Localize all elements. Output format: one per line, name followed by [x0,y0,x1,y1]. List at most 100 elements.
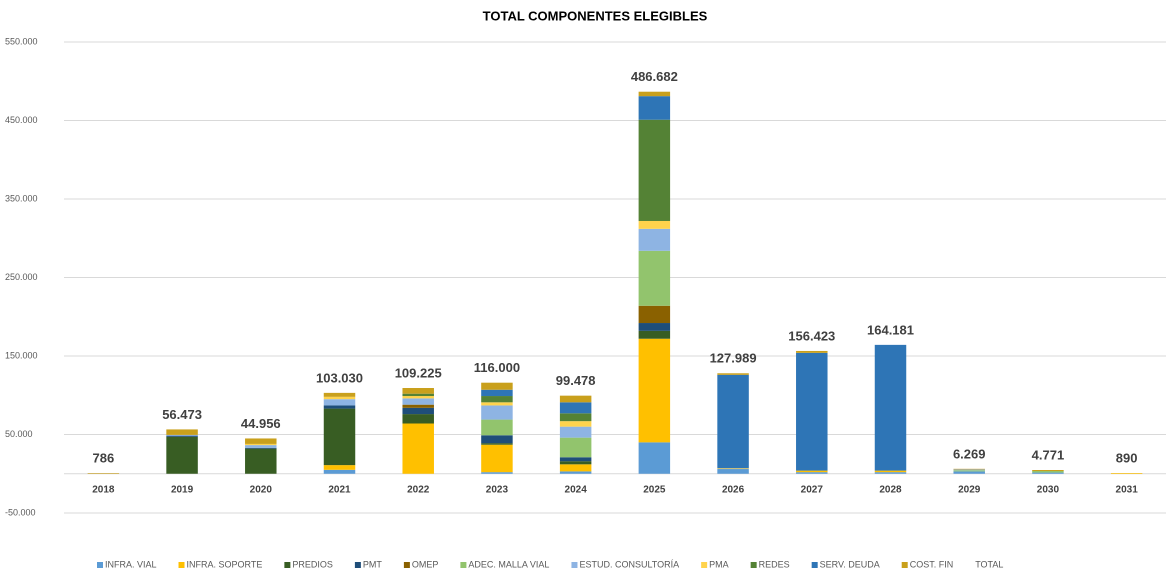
bar-segment [638,442,671,474]
total-label: 127.989 [710,351,757,366]
bar-segment [323,392,356,397]
total-label: 156.423 [788,328,835,343]
bar-segment [1032,470,1064,472]
y-tick-label: -50.000 [5,507,36,517]
bar-segment [323,469,356,474]
bar-segment [402,423,434,474]
bar-segment [1110,473,1143,474]
bar-segment [166,436,198,474]
bar-segment [402,388,434,394]
x-tick-label: 2030 [1037,485,1060,496]
bar-segment [796,472,828,474]
bar-segment [245,438,277,444]
x-tick-label: 2022 [407,485,430,496]
legend-label: COST. FIN [910,559,954,569]
bar-segment [1032,472,1064,474]
bar-segment [638,220,671,229]
bar-segment [559,437,592,458]
total-label: 164.181 [867,322,914,337]
total-label: 56.473 [162,407,202,422]
bar-segment [953,469,985,471]
bar-segment [323,405,356,409]
bar-segment [559,464,592,472]
y-tick-label: 350.000 [5,193,38,203]
bar-segment [481,405,513,420]
bar-segment [87,473,120,474]
bar-segment [638,228,671,251]
bar-segment [717,374,749,469]
total-label: 116.000 [474,360,520,375]
bar-segment [245,445,277,448]
bar-segment [481,389,513,397]
legend-label: SERV. DEUDA [820,559,880,569]
bar-segment [638,91,671,97]
legend-swatch [284,562,291,568]
bar-segment [559,461,592,465]
bar-segment [638,250,671,306]
x-tick-label: 2019 [171,485,194,496]
total-label: 486.682 [631,69,678,84]
legend-swatch [701,562,708,568]
bar-segment [874,472,907,474]
bar-segment [323,399,356,406]
legend-swatch [178,562,185,568]
bar-segment [481,402,513,406]
bar-segment [323,408,356,466]
y-tick-label: 550.000 [5,36,38,46]
bar-segment [559,421,592,427]
bar-segment [481,419,513,436]
legend-swatch [460,562,467,568]
bar-segment [402,396,434,399]
legend-swatch [901,562,908,568]
legend-swatch [750,562,757,568]
total-label: 103.030 [316,370,363,385]
bar-segment [953,470,985,472]
total-label: 6.269 [953,446,986,461]
y-tick-label: 150.000 [5,350,38,360]
x-tick-label: 2029 [958,485,981,496]
bar-segment [638,330,671,339]
x-tick-label: 2027 [801,485,824,496]
legend-swatch [354,562,361,568]
bar-segment [559,426,592,438]
bar-segment [166,429,198,435]
total-label: 44.956 [241,416,281,431]
bar-segment [402,404,434,408]
x-tick-label: 2024 [565,485,588,496]
x-tick-label: 2026 [722,485,745,496]
x-tick-label: 2031 [1116,485,1139,496]
bar-segment [559,395,592,403]
bar-segment [953,471,985,474]
x-tick-label: 2025 [643,485,666,496]
bar-segment [559,413,592,422]
bar-segment [323,465,356,470]
bar-segment [874,470,907,473]
total-label: 99.478 [556,373,596,388]
legend-label: REDES [759,559,790,569]
legend-label: PMT [363,559,383,569]
bar-segment [402,393,434,397]
bar-segment [796,470,828,473]
bar-segment [481,382,513,390]
bar-segment [481,396,513,403]
x-tick-label: 2023 [486,485,509,496]
y-tick-label: 250.000 [5,272,38,282]
bar-segment [717,468,749,470]
legend-label: PMA [709,559,729,569]
bar-segment [402,398,434,405]
y-tick-label: 50.000 [5,429,33,439]
legend-swatch [811,562,818,568]
total-label: 4.771 [1032,447,1065,462]
bar-segment [796,352,828,471]
bar-segment [638,338,671,443]
bar-segment [953,468,985,470]
x-tick-label: 2020 [250,485,273,496]
bar-segment [245,447,277,449]
legend-label: OMEP [412,559,439,569]
bar-segment [638,119,671,221]
legend-label: ADEC. MALLA VIAL [468,559,549,569]
chart-title: TOTAL COMPONENTES ELEGIBLES [483,8,708,23]
legend-swatch [403,562,410,568]
x-tick-label: 2018 [92,485,115,496]
x-tick-label: 2028 [879,485,902,496]
